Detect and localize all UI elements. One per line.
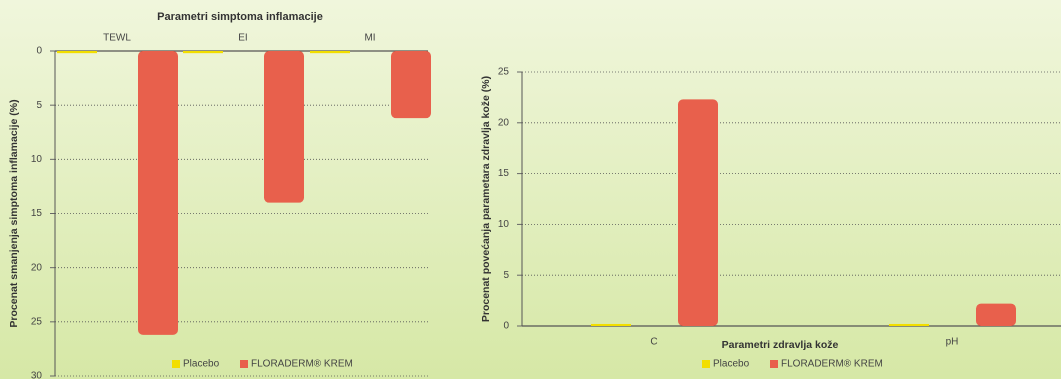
x-tick-label: pH [946, 337, 959, 348]
chart-title: Parametri simptoma inflamacije [157, 11, 323, 23]
y-tick-label: 15 [31, 208, 43, 219]
bar [889, 323, 929, 326]
y-tick-label: 20 [498, 117, 510, 128]
bar [138, 51, 178, 335]
y-tick-label: 15 [498, 168, 510, 179]
y-tick-label: 30 [31, 371, 43, 379]
bar [264, 51, 304, 203]
bar [57, 51, 97, 54]
y-tick-label: 0 [36, 46, 42, 57]
legend-swatch [702, 360, 710, 368]
legend-swatch [240, 360, 248, 368]
x-tick-label: C [650, 337, 657, 348]
x-tick-label: MI [364, 33, 375, 44]
bar [183, 51, 223, 54]
x-tick-label: EI [238, 33, 247, 44]
y-axis-title: Procenat povećanja parametara zdravlja k… [480, 76, 492, 322]
y-tick-label: 10 [498, 219, 510, 230]
bar [678, 99, 718, 326]
bar [391, 51, 431, 119]
x-axis-title: Parametri zdravlja kože [722, 339, 839, 351]
bar [976, 303, 1016, 326]
y-tick-label: 20 [31, 262, 43, 273]
y-tick-label: 0 [503, 321, 509, 332]
y-tick-label: 10 [31, 154, 43, 165]
legend-swatch [172, 360, 180, 368]
y-tick-label: 25 [31, 316, 43, 327]
y-tick-label: 25 [498, 67, 510, 78]
y-tick-label: 5 [36, 100, 42, 111]
y-axis-title: Procenat smanjenja simptoma inflamacije … [8, 99, 20, 327]
bar [591, 323, 631, 326]
legend-swatch [770, 360, 778, 368]
legend-label: Placebo [183, 359, 220, 370]
bar [310, 51, 350, 54]
legend-label: FLORADERM® KREM [251, 359, 353, 370]
x-tick-label: TEWL [103, 33, 131, 44]
y-tick-label: 5 [503, 270, 509, 281]
legend-label: Placebo [713, 359, 750, 370]
legend-label: FLORADERM® KREM [781, 359, 883, 370]
